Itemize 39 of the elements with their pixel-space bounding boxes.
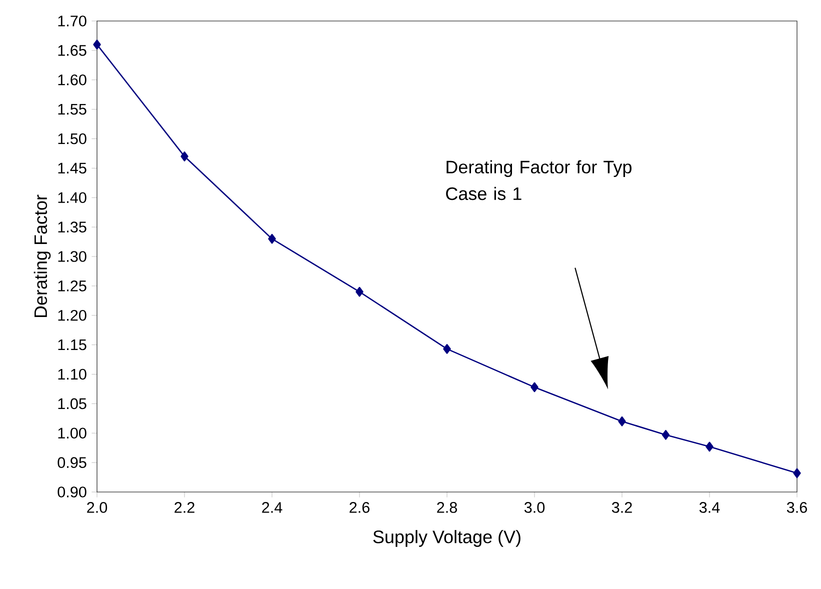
- y-tick-label: 1.20: [58, 310, 86, 321]
- point: [793, 468, 801, 478]
- y-tick-label: 1.25: [58, 280, 86, 292]
- y-tick-label: 1.60: [58, 74, 86, 86]
- x-tick-label: 3.6: [786, 502, 807, 513]
- x-tick-label: 3.0: [524, 502, 545, 513]
- x-tick-label: 2.6: [350, 502, 370, 513]
- y-tick-label: 1.55: [58, 104, 86, 115]
- y-tick-label: 1.35: [58, 222, 86, 232]
- y-tick-label: 1.40: [58, 192, 86, 204]
- point: [356, 286, 364, 297]
- point: [618, 416, 626, 426]
- y-axis-title: Derating Factor: [34, 194, 51, 318]
- y-tick-label: 0.95: [58, 457, 86, 468]
- point: [706, 442, 714, 452]
- point: [530, 382, 538, 392]
- point: [268, 234, 276, 244]
- x-axis-title: Supply Voltage (V): [373, 530, 520, 547]
- y-tick-label: 1.05: [58, 398, 86, 410]
- x-tick-label: 2.8: [437, 502, 457, 513]
- y-tick-label: 1.10: [58, 368, 86, 380]
- x-tick-label: 2.0: [87, 502, 108, 513]
- y-tick-label: 1.50: [58, 133, 86, 144]
- y-tick-label: 1.65: [58, 45, 86, 56]
- x-tick-label: 2.4: [262, 502, 282, 513]
- y-tick-label: 0.90: [58, 486, 86, 498]
- annotation: Derating Factor for Typ Case is 1: [446, 160, 632, 200]
- point: [180, 151, 188, 162]
- y-tick-label: 1.00: [58, 428, 86, 439]
- point: [93, 40, 101, 50]
- y-tick-label: 1.30: [58, 251, 86, 262]
- y-tick-label: 1.15: [58, 339, 86, 350]
- y-tick-label: 1.70: [58, 16, 86, 26]
- point: [443, 344, 451, 354]
- x-tick-label: 2.2: [174, 502, 194, 513]
- y-tick-label: 1.45: [58, 162, 86, 174]
- point: [662, 430, 670, 440]
- x-tick-label: 3.2: [612, 502, 632, 513]
- x-tick-label: 3.4: [699, 502, 720, 513]
